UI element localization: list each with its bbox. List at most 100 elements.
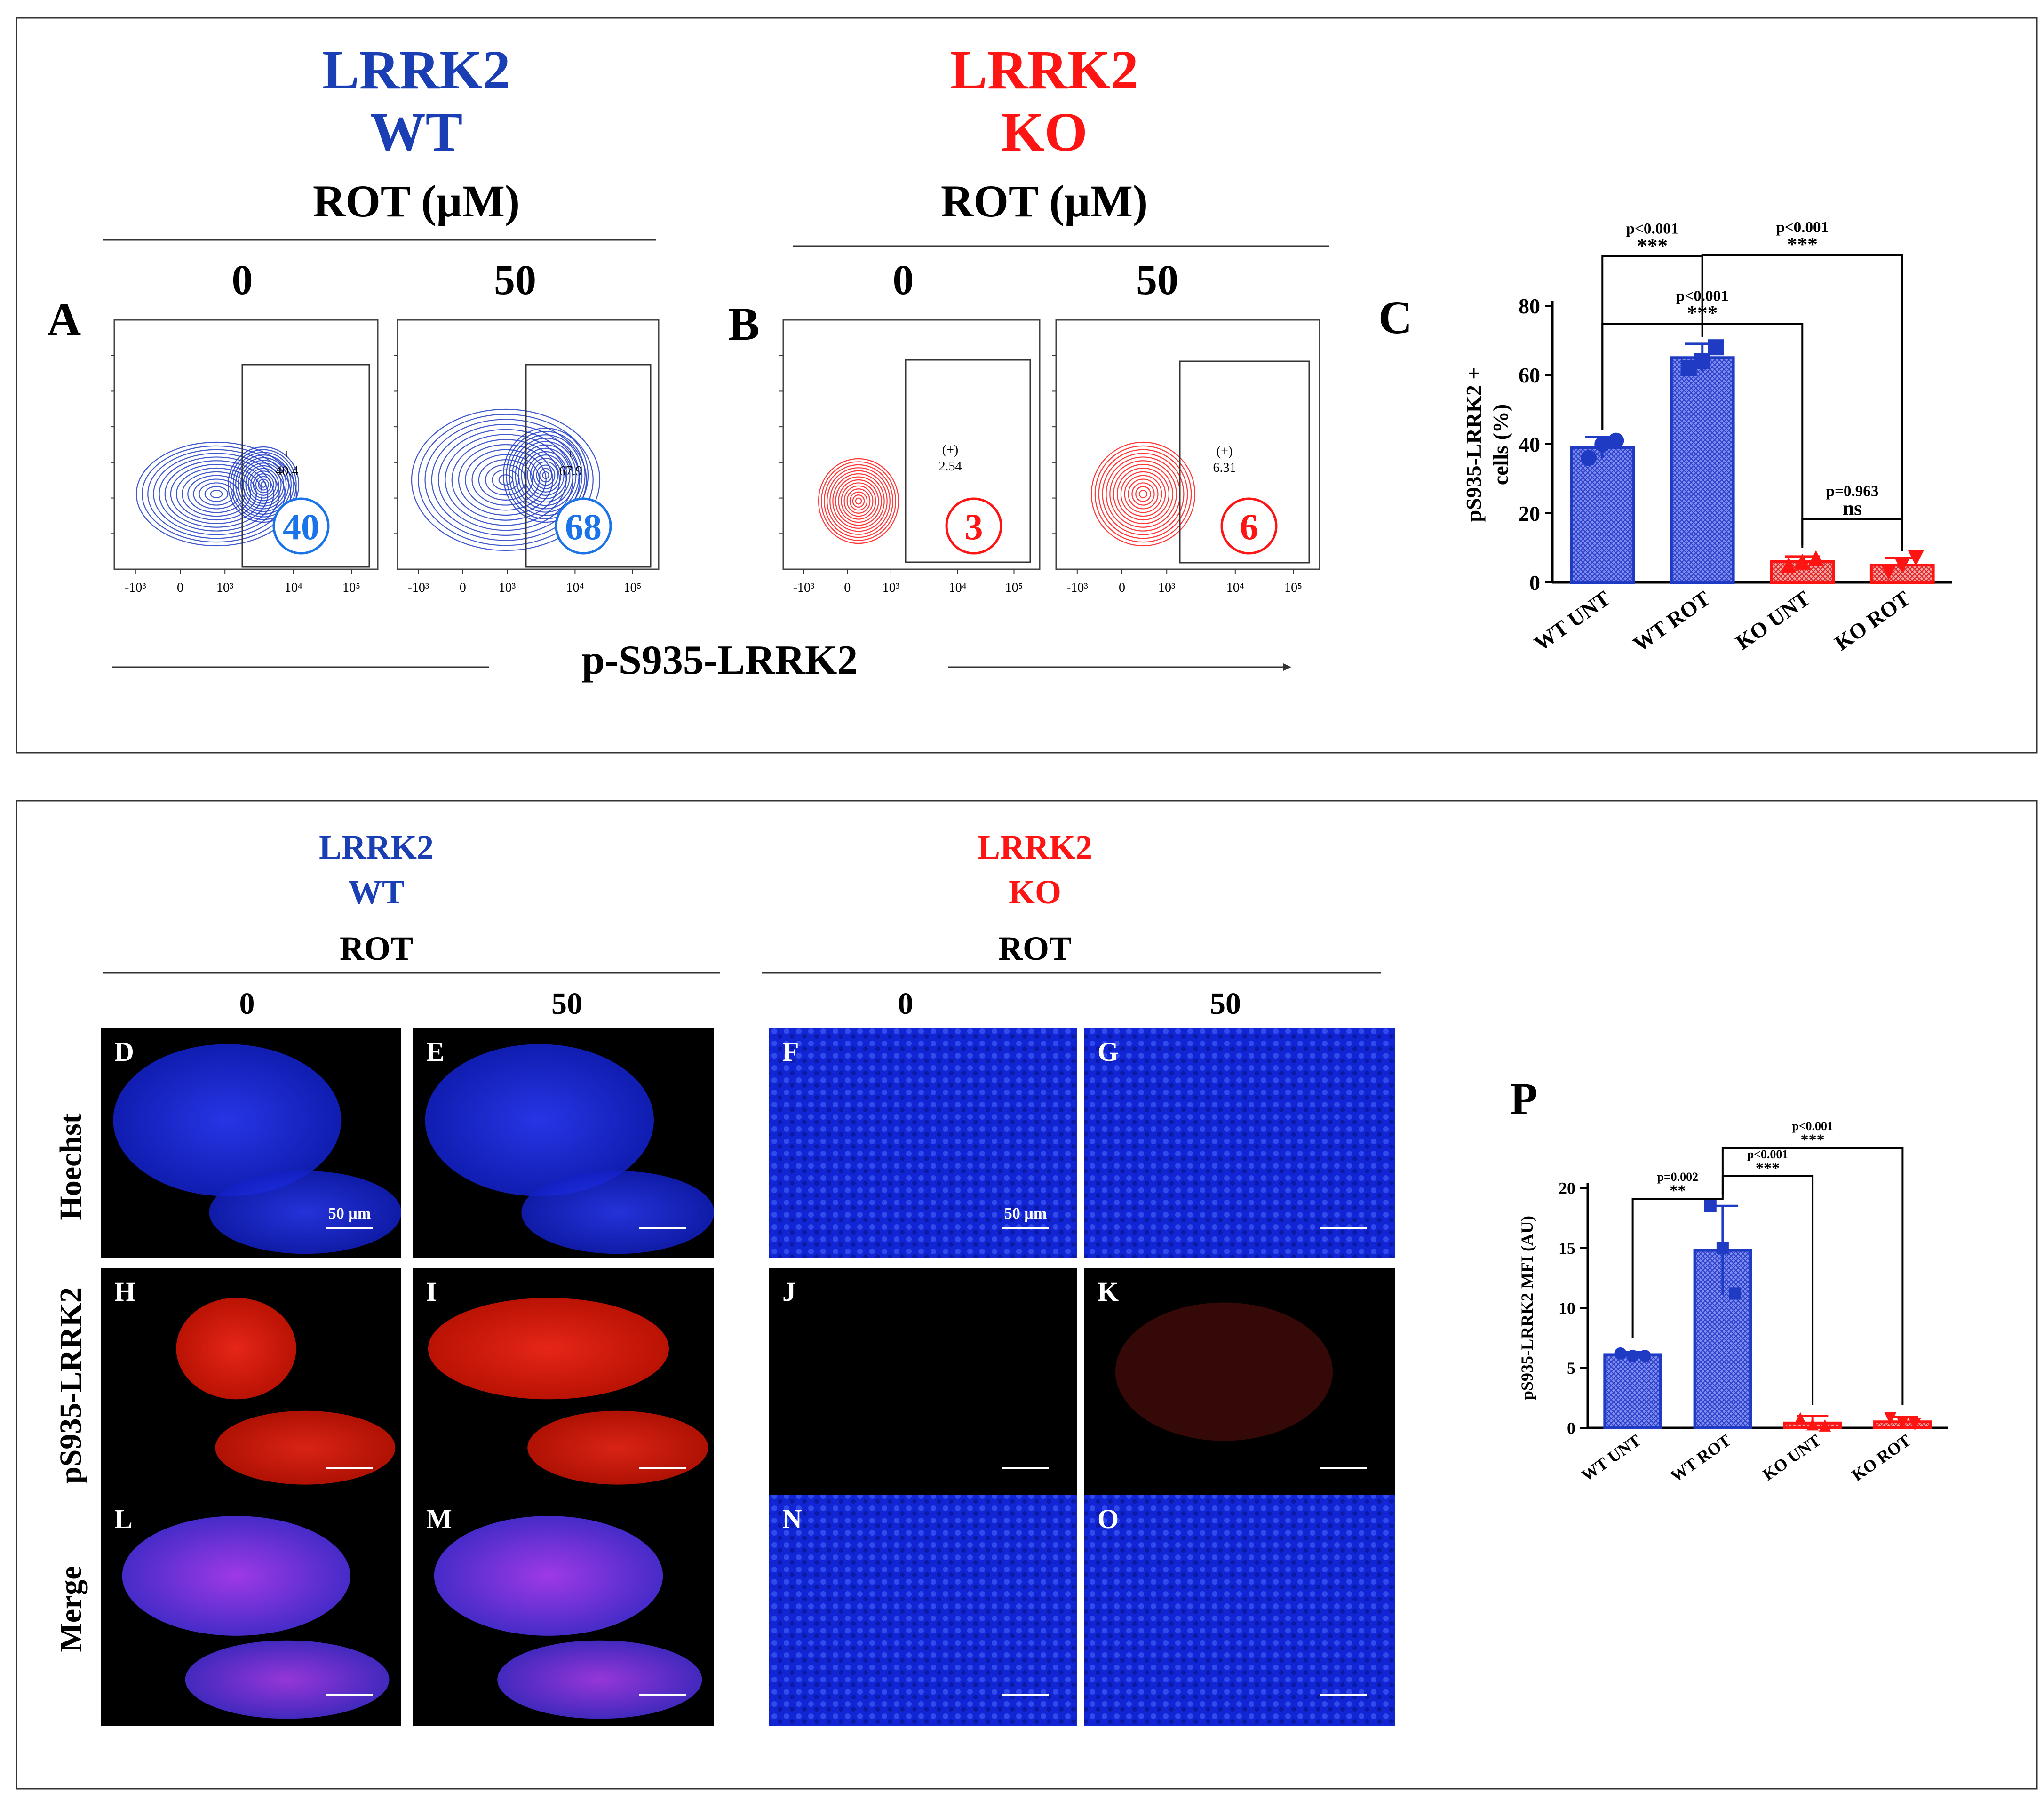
flow-contour [818, 458, 899, 544]
flow-x-tick-label: -10³ [793, 581, 815, 595]
flow-contour [458, 444, 554, 516]
flow-contour [536, 464, 556, 486]
flow-x-tick-label: 10⁵ [342, 581, 360, 595]
data-point [1781, 557, 1797, 573]
cell-cluster [434, 1516, 663, 1636]
bottom-ko-title-line2: KO [1009, 873, 1061, 911]
flow-contour [235, 454, 292, 515]
flow-plot-1: +40.4 40 -10³ 0 10³ 10⁴ 10⁵ [111, 319, 379, 595]
flow-contour [509, 434, 583, 516]
bar [1603, 1353, 1662, 1429]
flow-contour [253, 473, 274, 496]
x-tick-label: WT UNT [1578, 1431, 1644, 1485]
flow-contour [841, 482, 876, 520]
flow-x-tick-label: 0 [177, 581, 183, 595]
cell-cluster [521, 1171, 714, 1254]
significance-stars: ns [1843, 497, 1862, 520]
cell-cluster [209, 1171, 401, 1254]
micro-panel-L: L [101, 1495, 401, 1726]
significance-bracket [1801, 518, 1903, 551]
x-tick-label: WT ROT [1667, 1431, 1734, 1486]
y-tick-label: 20 [1519, 502, 1540, 526]
flow-contour [1094, 445, 1192, 543]
data-point [1694, 353, 1710, 369]
micro-panel-J: J [769, 1268, 1077, 1498]
bottom-wt-rot-header: ROT [340, 930, 413, 967]
micro-panel-I: I [413, 1268, 714, 1498]
p-value-label: p<0.001 [1747, 1147, 1788, 1161]
flow-contour [250, 470, 277, 499]
flow-x-tick-label: -10³ [408, 581, 429, 595]
top-wt-rot-header: ROT (µM) [313, 176, 520, 226]
bar [1670, 356, 1735, 584]
micro-panel-letter: K [1098, 1276, 1119, 1307]
flow-contour [227, 446, 300, 523]
cell-cluster [176, 1298, 296, 1400]
p-value-label: p<0.001 [1792, 1119, 1833, 1133]
flow-plot-frame [397, 319, 660, 570]
flow-contour [135, 441, 297, 547]
flow-contour [506, 431, 586, 519]
flow-contour [1135, 486, 1151, 502]
flow-contour [204, 486, 229, 502]
micro-panel-K: K [1084, 1268, 1395, 1498]
flow-contour [159, 456, 274, 532]
data-point [1819, 1419, 1831, 1432]
flow-gate [905, 359, 1031, 563]
micro-panel-letter: N [782, 1504, 802, 1534]
flow-contour [1098, 449, 1188, 539]
row-label-hoechst: Hoechst [54, 1113, 88, 1220]
data-point [1704, 1200, 1717, 1212]
significance-bracket [1701, 254, 1903, 546]
top-wt-dose-0: 0 [232, 257, 253, 303]
data-point [1581, 450, 1597, 466]
cell-field [1084, 1028, 1395, 1258]
top-ko-title-line2: KO [1001, 101, 1088, 163]
flow-plots: +40.4 40 -10³ 0 10³ 10⁴ 10⁵ +67.9 68 -10³ 0 10³ 10⁴ 1… [111, 319, 1320, 595]
micro-panel-letter: D [114, 1036, 134, 1067]
flow-contour [247, 468, 279, 502]
data-point [1909, 1418, 1921, 1431]
bottom-ko-rot-header: ROT [998, 930, 1072, 967]
row-label-ps935: pS935-LRRK2 [54, 1287, 88, 1484]
bottom-ko-title-line1: LRRK2 [978, 828, 1092, 866]
flow-circle-value: 40 [283, 506, 319, 547]
scale-bar-label: 50 µm [328, 1205, 371, 1222]
y-tick-label: 80 [1519, 294, 1540, 318]
micro-panel-E: E [413, 1028, 714, 1258]
data-point [1594, 436, 1611, 452]
data-point [1626, 1350, 1639, 1362]
flow-gate-sign: + [567, 447, 574, 462]
top-ko-dose-50: 50 [1136, 257, 1178, 303]
flow-circle-value: 6 [1240, 506, 1258, 547]
flow-contour [142, 445, 291, 543]
flow-contour [1120, 471, 1166, 517]
flow-contour [1090, 441, 1196, 547]
micro-panel-letter: E [426, 1036, 445, 1067]
flow-contour [829, 470, 888, 532]
x-tick-label: KO UNT [1731, 586, 1814, 654]
flow-contour [832, 473, 885, 529]
y-tick-label: 20 [1559, 1179, 1575, 1198]
flow-contour [175, 467, 257, 521]
panel-label-p: P [1510, 1074, 1538, 1124]
flow-contour [502, 427, 589, 523]
significance-bracket [1631, 1195, 1724, 1338]
cell-cluster [428, 1298, 669, 1400]
flow-contour [527, 454, 565, 496]
flow-contour [451, 439, 560, 521]
top-wt-title-line1: LRRK2 [322, 39, 510, 101]
flow-contour [824, 464, 893, 538]
flow-contour [210, 490, 223, 498]
y-tick-label: 15 [1559, 1239, 1575, 1258]
flow-contour [232, 452, 294, 518]
micro-panel-letter: M [426, 1504, 452, 1534]
flow-value-circle [555, 497, 612, 555]
cell-cluster [113, 1044, 342, 1196]
panel-label-c: C [1378, 291, 1412, 343]
top-wt-title-line2: WT [370, 101, 463, 163]
micro-panel-G: G [1084, 1028, 1395, 1258]
flow-x-tick-label: -10³ [1066, 581, 1088, 595]
